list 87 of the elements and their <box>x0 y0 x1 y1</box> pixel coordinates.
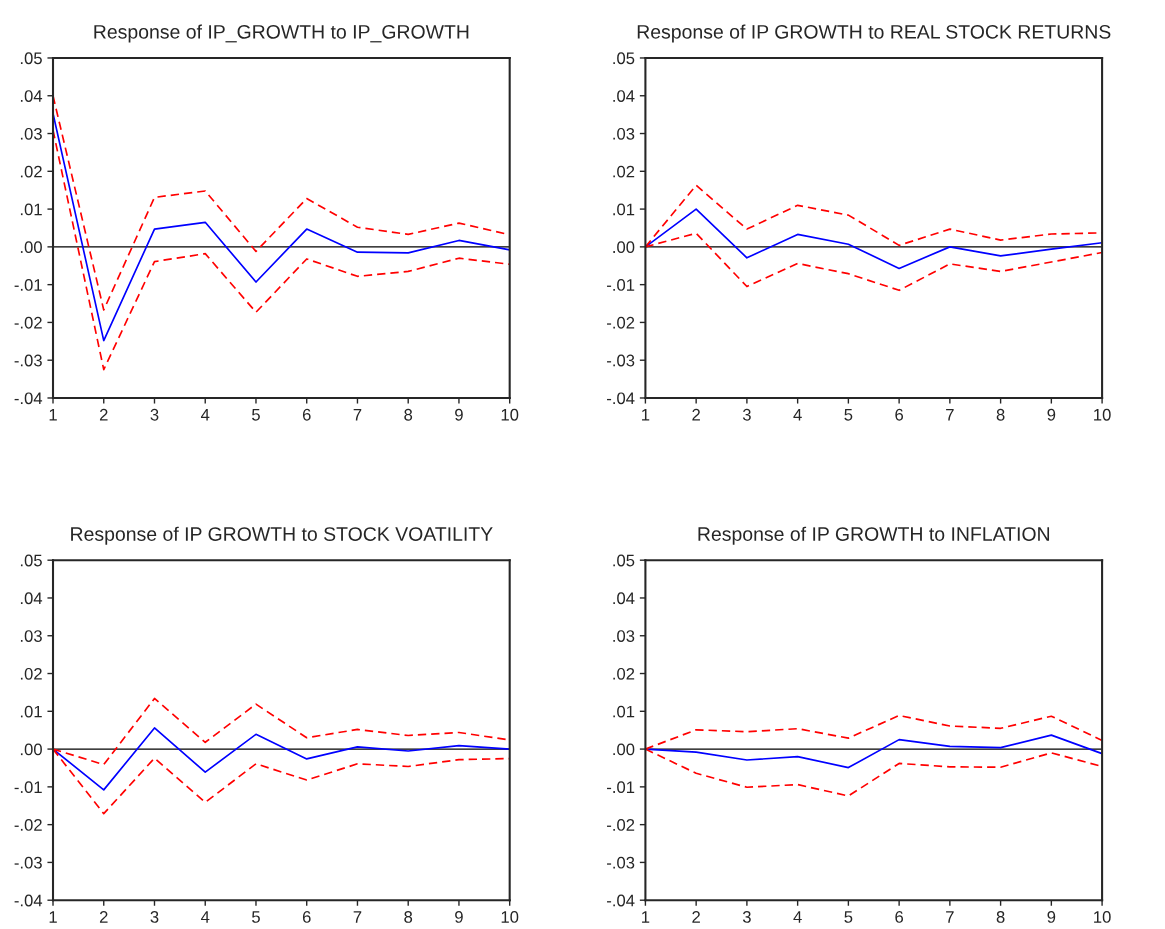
x-tick-label: 2 <box>692 408 700 421</box>
y-tick-label: .00 <box>613 743 635 756</box>
y-tick-label: .03 <box>613 630 635 642</box>
x-tick-label: 9 <box>1047 911 1056 923</box>
y-tick-label: .00 <box>20 241 42 254</box>
x-tick-label: 4 <box>200 409 210 421</box>
x-tick-label: 6 <box>895 408 904 421</box>
y-tick-label: -.04 <box>607 894 635 907</box>
y-tick-label: .05 <box>613 52 635 65</box>
y-tick-label: -.01 <box>607 781 635 794</box>
x-tick-label: 10 <box>1094 408 1111 421</box>
y-tick-label: -.01 <box>14 781 42 794</box>
x-tick-label: 5 <box>844 409 853 421</box>
y-tick-label: -.01 <box>607 279 635 291</box>
x-tick-label: 7 <box>946 911 954 923</box>
x-tick-label: 6 <box>895 911 904 923</box>
x-tick-label: 8 <box>996 408 1005 421</box>
y-tick-label: .02 <box>20 667 42 680</box>
y-tick-label: .04 <box>20 90 43 102</box>
x-tick-label: 7 <box>353 409 362 421</box>
y-tick-label: -.04 <box>14 894 43 907</box>
y-tick-label: .05 <box>20 554 42 567</box>
x-tick-label: 1 <box>49 409 57 421</box>
x-tick-label: 1 <box>49 911 57 923</box>
y-tick-label: .02 <box>20 165 42 178</box>
x-tick-label: 4 <box>200 911 210 923</box>
chart-title: Response of IP GROWTH to REAL STOCK RETURNS <box>637 24 1111 43</box>
x-tick-label: 2 <box>99 408 108 421</box>
x-tick-label: 6 <box>302 911 311 923</box>
y-tick-label: .03 <box>613 127 635 140</box>
chart-title: Response of IP GROWTH to INFLATION <box>698 526 1050 545</box>
x-tick-label: 9 <box>455 408 463 421</box>
y-tick-label: -.04 <box>14 392 43 405</box>
x-tick-label: 4 <box>793 409 802 421</box>
y-tick-label: .04 <box>613 90 635 102</box>
x-tick-label: 1 <box>642 409 650 421</box>
y-tick-label: .04 <box>20 592 43 605</box>
y-tick-label: .02 <box>613 165 635 178</box>
y-tick-label: -.03 <box>607 856 635 869</box>
y-tick-label: -.02 <box>607 316 635 329</box>
y-tick-label: .05 <box>613 554 635 567</box>
x-tick-label: 3 <box>742 408 751 421</box>
y-tick-label: -.02 <box>607 819 635 831</box>
y-tick-label: -.02 <box>14 819 42 831</box>
chart-title: Response of IP_GROWTH to IP_GROWTH <box>94 24 469 43</box>
y-tick-label: .01 <box>20 203 42 216</box>
x-tick-label: 10 <box>501 408 519 421</box>
y-tick-label: .03 <box>20 127 42 140</box>
x-tick-label: 5 <box>844 911 853 923</box>
y-tick-label: .01 <box>613 705 635 718</box>
line-series <box>645 734 1103 769</box>
y-tick-label: .04 <box>613 592 635 605</box>
y-tick-label: -.03 <box>14 354 42 367</box>
y-tick-label: .01 <box>613 203 635 216</box>
x-tick-label: 2 <box>692 911 700 923</box>
y-tick-label: -.03 <box>607 354 635 367</box>
x-tick-label: 7 <box>946 409 954 421</box>
line-series <box>53 727 510 791</box>
x-tick-label: 8 <box>404 911 413 923</box>
y-tick-label: -.04 <box>607 392 635 405</box>
chart-title: Response of IP GROWTH to STOCK VOATILITY <box>71 526 493 545</box>
y-tick-label: -.01 <box>14 279 42 291</box>
x-tick-label: 7 <box>353 911 362 923</box>
y-tick-label: -.03 <box>14 856 42 869</box>
x-tick-label: 4 <box>793 911 802 923</box>
x-tick-label: 5 <box>252 409 260 421</box>
x-tick-label: 8 <box>996 911 1005 923</box>
x-tick-label: 10 <box>1094 911 1111 923</box>
y-tick-label: .00 <box>613 241 635 254</box>
y-tick-label: -.02 <box>14 316 42 329</box>
x-tick-label: 10 <box>501 911 519 923</box>
x-tick-label: 2 <box>99 911 108 923</box>
y-tick-label: .03 <box>20 630 42 642</box>
y-tick-label: .00 <box>20 743 42 756</box>
line-series <box>645 208 1103 270</box>
x-tick-label: 8 <box>404 408 413 421</box>
y-tick-label: .02 <box>613 667 635 680</box>
x-tick-label: 5 <box>252 911 260 923</box>
y-tick-label: .05 <box>20 52 42 65</box>
x-tick-label: 3 <box>742 911 751 923</box>
x-tick-label: 3 <box>150 408 159 421</box>
y-tick-label: .01 <box>20 705 42 718</box>
x-tick-label: 3 <box>150 911 159 923</box>
x-tick-label: 1 <box>642 911 650 923</box>
x-tick-label: 6 <box>302 408 311 421</box>
x-tick-label: 9 <box>455 911 463 923</box>
x-tick-label: 9 <box>1047 408 1056 421</box>
